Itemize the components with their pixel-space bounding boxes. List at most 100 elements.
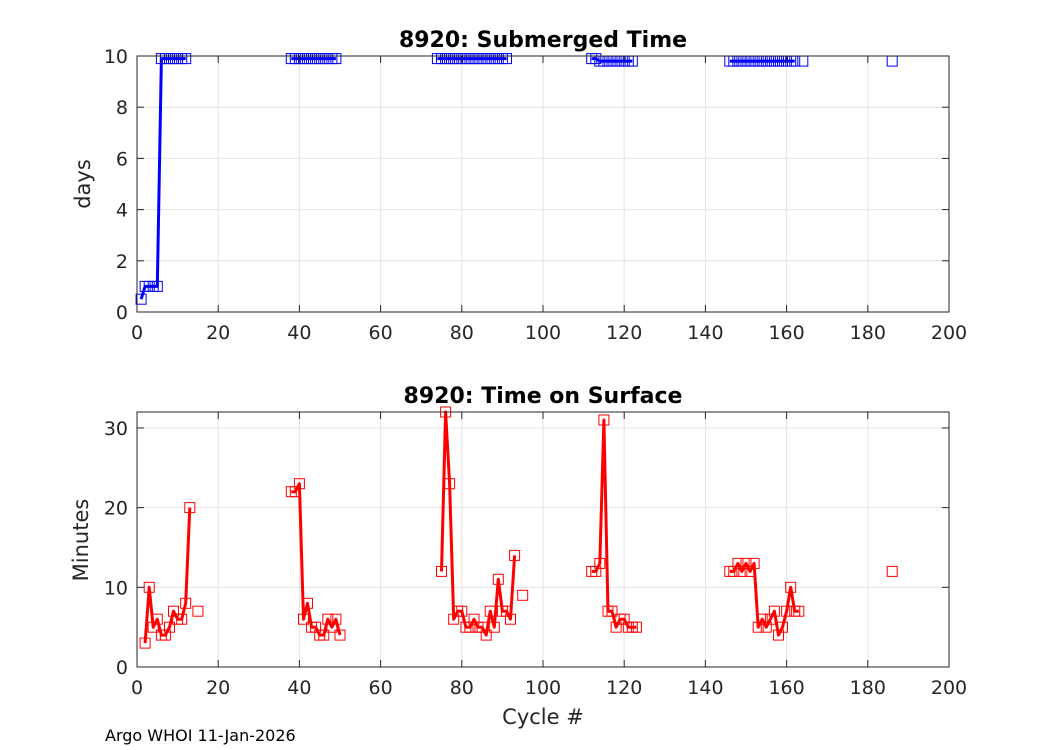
submerged-point-43 (590, 53, 602, 65)
surface-point-11 (184, 502, 196, 514)
surface-point-47 (590, 565, 602, 577)
surface-point-67 (760, 621, 772, 633)
surface-point-31 (456, 605, 468, 617)
surface-xtick-label-2: 40 (287, 677, 311, 699)
surface-ytick-label-1: 10 (104, 577, 128, 599)
submerged-ytick-label-3: 6 (116, 148, 128, 170)
surface-point-65 (752, 621, 764, 633)
submerged-xtick-label-6: 120 (606, 322, 642, 344)
surface-ytick-label-3: 30 (104, 418, 128, 440)
submerged-xtick-label-0: 0 (131, 322, 143, 344)
surface-point-42 (501, 605, 512, 617)
surface-point-33 (464, 621, 476, 633)
surface-xtick-label-10: 200 (931, 677, 967, 699)
surface-xtick-label-8: 160 (768, 677, 804, 699)
surface-point-2 (147, 621, 159, 633)
submerged-ytick-label-5: 10 (104, 46, 128, 68)
surface-xtick-label-7: 140 (687, 677, 723, 699)
surface-point-70 (773, 629, 784, 641)
surface-ylabel: Minutes (69, 499, 93, 582)
submerged-xtick-label-5: 100 (525, 322, 561, 344)
submerged-ylabel: days (71, 159, 95, 209)
surface-point-44 (509, 549, 521, 561)
surface-point-57 (630, 621, 642, 633)
surface-point-75 (793, 605, 805, 617)
surface-point-45 (517, 589, 529, 601)
submerged-xtick-label-7: 140 (687, 322, 723, 344)
submerged-xtick-label-1: 20 (206, 322, 230, 344)
surface-point-48 (594, 557, 606, 569)
submerged-point-11 (180, 53, 192, 65)
surface-series-line-6 (729, 561, 799, 637)
surface-point-16 (298, 613, 309, 625)
surface-title: 8920: Time on Surface (404, 384, 683, 409)
surface-xtick-label-0: 0 (131, 677, 143, 699)
surface-point-64 (748, 557, 760, 569)
submerged-xtick-label-9: 180 (850, 322, 886, 344)
surface-point-5 (159, 629, 171, 641)
surface-point-15 (293, 478, 305, 490)
submerged-xtick-label-10: 200 (931, 322, 967, 344)
surface-point-24 (330, 613, 342, 625)
surface-point-59 (728, 565, 740, 577)
surface-xtick-label-9: 180 (850, 677, 886, 699)
submerged-point-4 (151, 280, 163, 292)
surface-point-76 (886, 565, 898, 577)
surface-point-68 (764, 613, 776, 625)
surface-point-49 (598, 414, 610, 426)
surface-point-21 (318, 629, 330, 641)
surface-point-25 (334, 629, 346, 641)
surface-point-22 (322, 613, 334, 625)
surface-point-26 (436, 565, 447, 577)
surface-point-66 (756, 613, 768, 625)
surface-point-54 (618, 613, 630, 625)
surface-point-1 (143, 581, 155, 593)
surface-point-37 (480, 629, 492, 641)
footer-credit: Argo WHOI 11-Jan-2026 (105, 726, 296, 745)
surface-ticks: 0 20 40 60 80 100 120 140 160 180 200 0 10 20 30 (104, 412, 967, 699)
surface-xtick-label-3: 60 (369, 677, 393, 699)
surface-point-17 (302, 597, 313, 609)
submerged-point-0 (135, 293, 147, 305)
submerged-xtick-label-4: 80 (450, 322, 474, 344)
surface-point-43 (505, 613, 516, 625)
surface-point-69 (768, 605, 780, 617)
surface-xtick-label-6: 120 (606, 677, 642, 699)
surface-ytick-label-2: 20 (104, 498, 128, 520)
surface-point-72 (781, 605, 793, 617)
surface-point-36 (476, 621, 488, 633)
surface-point-62 (740, 557, 752, 569)
surface-point-39 (488, 621, 500, 633)
surface-point-71 (777, 621, 788, 633)
surface-point-40 (492, 573, 504, 585)
surface-xlabel: Cycle # (502, 705, 584, 729)
submerged-xtick-label-3: 60 (369, 322, 393, 344)
surface-point-34 (468, 613, 480, 625)
submerged-xtick-label-2: 40 (287, 322, 311, 344)
surface-point-63 (744, 565, 756, 577)
surface-xtick-label-1: 20 (206, 677, 230, 699)
submerged-title: 8920: Submerged Time (399, 28, 687, 53)
surface-point-7 (168, 605, 179, 617)
surface-ytick-label-0: 0 (116, 657, 128, 679)
surface-series-line-5 (591, 418, 637, 629)
submerged-point-23 (330, 53, 342, 65)
surface-point-14 (289, 486, 301, 498)
surface-point-73 (785, 581, 797, 593)
submerged-ytick-label-1: 2 (116, 251, 128, 273)
surface-point-9 (176, 613, 188, 625)
surface-point-61 (736, 565, 748, 577)
surface-series (139, 406, 898, 649)
submerged-time-plot: 0 20 40 60 80 100 120 140 160 180 200 0 2 4 6 8 10 8920:… (71, 28, 967, 344)
surface-point-19 (310, 621, 322, 633)
submerged-point-41 (501, 53, 512, 65)
surface-point-28 (444, 478, 456, 490)
surface-point-23 (326, 621, 338, 633)
submerged-xtick-label-8: 160 (768, 322, 804, 344)
surface-point-3 (151, 613, 163, 625)
surface-point-12 (192, 605, 204, 617)
surface-point-0 (139, 637, 151, 649)
surface-point-10 (180, 597, 192, 609)
submerged-ytick-label-4: 8 (116, 97, 128, 119)
